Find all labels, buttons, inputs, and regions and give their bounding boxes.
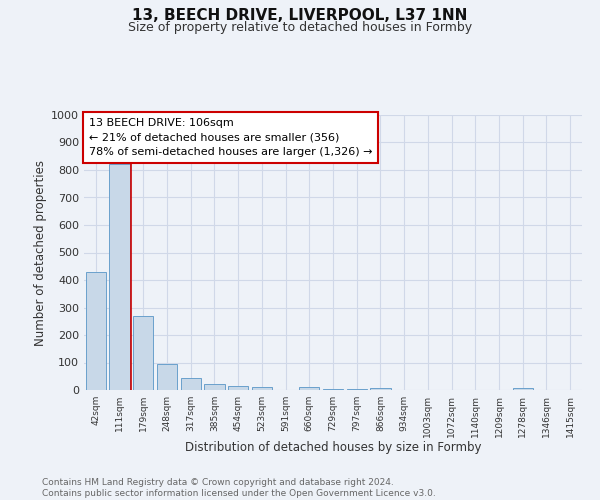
Text: Contains HM Land Registry data © Crown copyright and database right 2024.
Contai: Contains HM Land Registry data © Crown c…: [42, 478, 436, 498]
Bar: [205, 384, 224, 390]
Bar: [323, 388, 343, 390]
Bar: [181, 378, 201, 390]
X-axis label: Distribution of detached houses by size in Formby: Distribution of detached houses by size …: [185, 441, 481, 454]
Text: 13 BEECH DRIVE: 106sqm
← 21% of detached houses are smaller (356)
78% of semi-de: 13 BEECH DRIVE: 106sqm ← 21% of detached…: [89, 118, 373, 158]
Bar: [299, 387, 319, 390]
Y-axis label: Number of detached properties: Number of detached properties: [34, 160, 47, 346]
Bar: [109, 164, 130, 390]
Text: Size of property relative to detached houses in Formby: Size of property relative to detached ho…: [128, 21, 472, 34]
Bar: [347, 388, 367, 390]
Bar: [133, 316, 154, 390]
Bar: [86, 272, 106, 390]
Bar: [228, 386, 248, 390]
Bar: [157, 364, 177, 390]
Text: 13, BEECH DRIVE, LIVERPOOL, L37 1NN: 13, BEECH DRIVE, LIVERPOOL, L37 1NN: [133, 8, 467, 22]
Bar: [512, 388, 533, 390]
Bar: [252, 387, 272, 390]
Bar: [370, 388, 391, 390]
